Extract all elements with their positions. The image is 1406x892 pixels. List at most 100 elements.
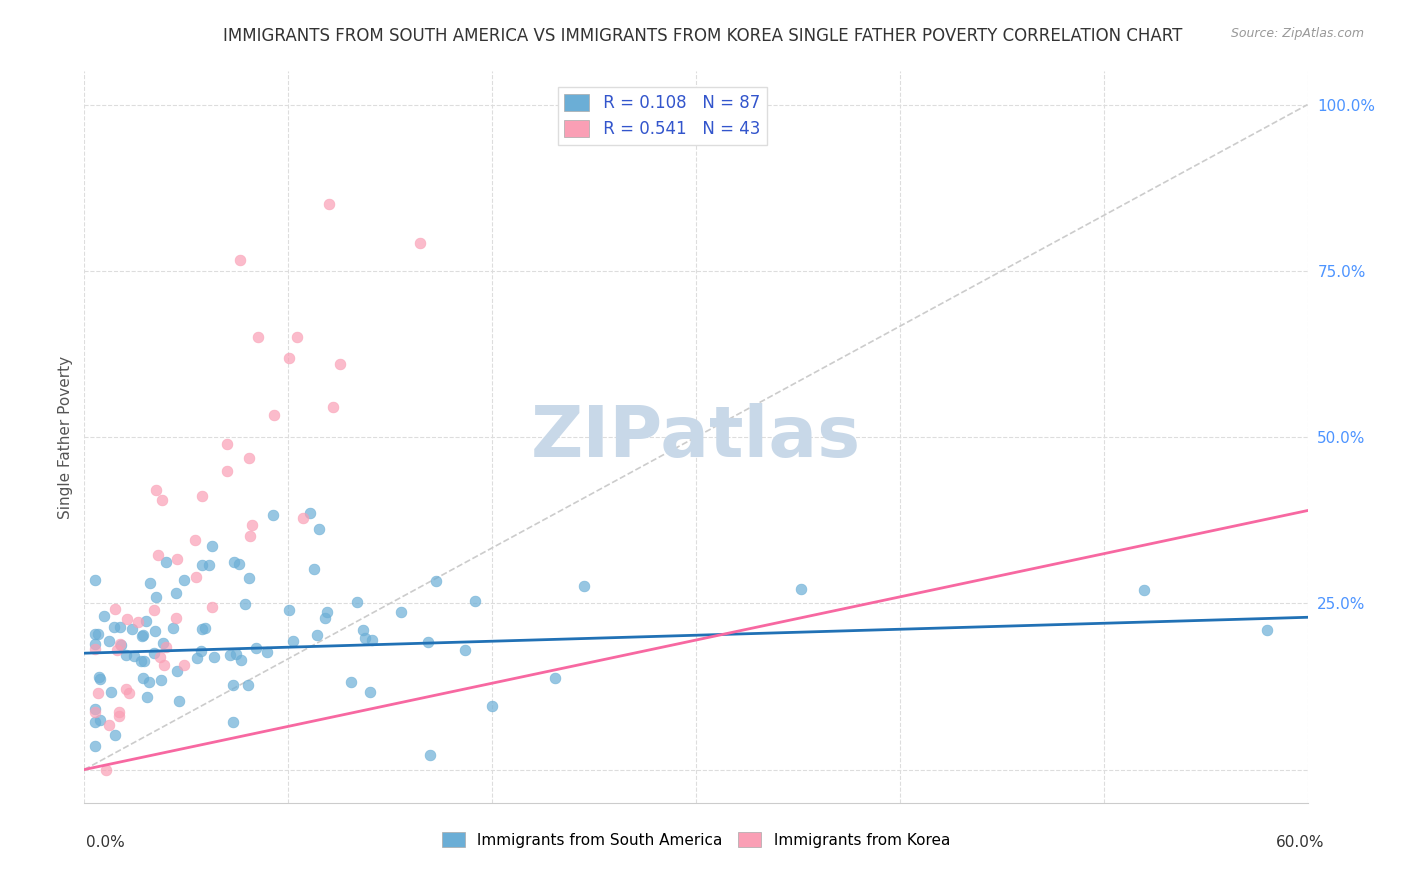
- Point: [419, 748, 441, 763]
- Point: [190, 622, 212, 636]
- Point: [104, 602, 127, 616]
- Point: [239, 529, 262, 543]
- Point: [222, 678, 245, 692]
- Point: [155, 640, 177, 655]
- Point: [359, 684, 381, 698]
- Point: [103, 728, 125, 742]
- Point: [146, 548, 169, 562]
- Point: [108, 637, 131, 651]
- Point: [240, 517, 263, 532]
- Point: [143, 624, 166, 639]
- Point: [346, 595, 368, 609]
- Point: [314, 611, 336, 625]
- Point: [105, 642, 128, 657]
- Point: [96, 763, 118, 777]
- Point: [83, 641, 105, 656]
- Point: [285, 330, 308, 344]
- Point: [1133, 582, 1156, 597]
- Point: [186, 570, 208, 584]
- Point: [165, 586, 187, 600]
- Point: [115, 648, 138, 662]
- Point: [83, 702, 105, 716]
- Point: [191, 489, 214, 503]
- Point: [117, 612, 139, 626]
- Point: [198, 558, 221, 573]
- Point: [110, 620, 132, 634]
- Point: [131, 628, 153, 642]
- Point: [127, 615, 149, 629]
- Point: [173, 573, 195, 587]
- Point: [389, 605, 412, 619]
- Point: [789, 582, 811, 596]
- Point: [89, 713, 111, 727]
- Point: [150, 493, 173, 508]
- Point: [155, 555, 177, 569]
- Point: [278, 351, 301, 365]
- Point: [132, 671, 155, 685]
- Point: [302, 562, 325, 576]
- Point: [93, 609, 115, 624]
- Point: [225, 647, 247, 661]
- Point: [229, 252, 252, 267]
- Point: [129, 654, 152, 668]
- Point: [166, 552, 188, 566]
- Point: [1256, 623, 1278, 637]
- Point: [145, 590, 167, 604]
- Point: [453, 643, 475, 657]
- Point: [464, 593, 486, 607]
- Point: [121, 622, 143, 636]
- Point: [574, 579, 596, 593]
- Point: [83, 706, 105, 720]
- Point: [136, 690, 159, 704]
- Point: [544, 671, 567, 685]
- Point: [153, 658, 176, 673]
- Y-axis label: Single Father Poverty: Single Father Poverty: [58, 356, 73, 518]
- Point: [166, 665, 188, 679]
- Point: [238, 571, 260, 585]
- Point: [228, 558, 250, 572]
- Point: [186, 651, 208, 665]
- Point: [89, 672, 111, 686]
- Point: [262, 508, 284, 523]
- Point: [361, 632, 384, 647]
- Point: [132, 654, 155, 668]
- Point: [281, 633, 304, 648]
- Point: [218, 648, 240, 662]
- Point: [236, 678, 259, 692]
- Point: [135, 614, 157, 628]
- Point: [142, 646, 165, 660]
- Point: [83, 573, 105, 587]
- Point: [246, 330, 269, 344]
- Point: [354, 631, 377, 645]
- Point: [231, 653, 253, 667]
- Point: [142, 603, 165, 617]
- Point: [340, 675, 363, 690]
- Point: [100, 684, 122, 698]
- Point: [97, 718, 120, 732]
- Point: [238, 451, 260, 466]
- Point: [318, 197, 340, 211]
- Point: [481, 698, 503, 713]
- Point: [194, 621, 217, 635]
- Point: [98, 634, 121, 648]
- Point: [162, 621, 184, 635]
- Point: [190, 644, 212, 658]
- Point: [138, 674, 160, 689]
- Point: [222, 714, 245, 729]
- Point: [201, 599, 224, 614]
- Text: ZIPatlas: ZIPatlas: [531, 402, 860, 472]
- Legend:  R = 0.108   N = 87,  R = 0.541   N = 43: R = 0.108 N = 87, R = 0.541 N = 43: [558, 87, 766, 145]
- Point: [425, 574, 447, 588]
- Point: [173, 657, 195, 672]
- Point: [152, 636, 174, 650]
- Point: [215, 464, 238, 478]
- Point: [83, 627, 105, 641]
- Point: [329, 357, 352, 371]
- Point: [202, 649, 225, 664]
- Point: [89, 670, 111, 684]
- Point: [110, 638, 132, 652]
- Point: [291, 511, 314, 525]
- Text: IMMIGRANTS FROM SOUTH AMERICA VS IMMIGRANTS FROM KOREA SINGLE FATHER POVERTY COR: IMMIGRANTS FROM SOUTH AMERICA VS IMMIGRA…: [224, 27, 1182, 45]
- Point: [416, 635, 439, 649]
- Text: 0.0%: 0.0%: [86, 836, 125, 850]
